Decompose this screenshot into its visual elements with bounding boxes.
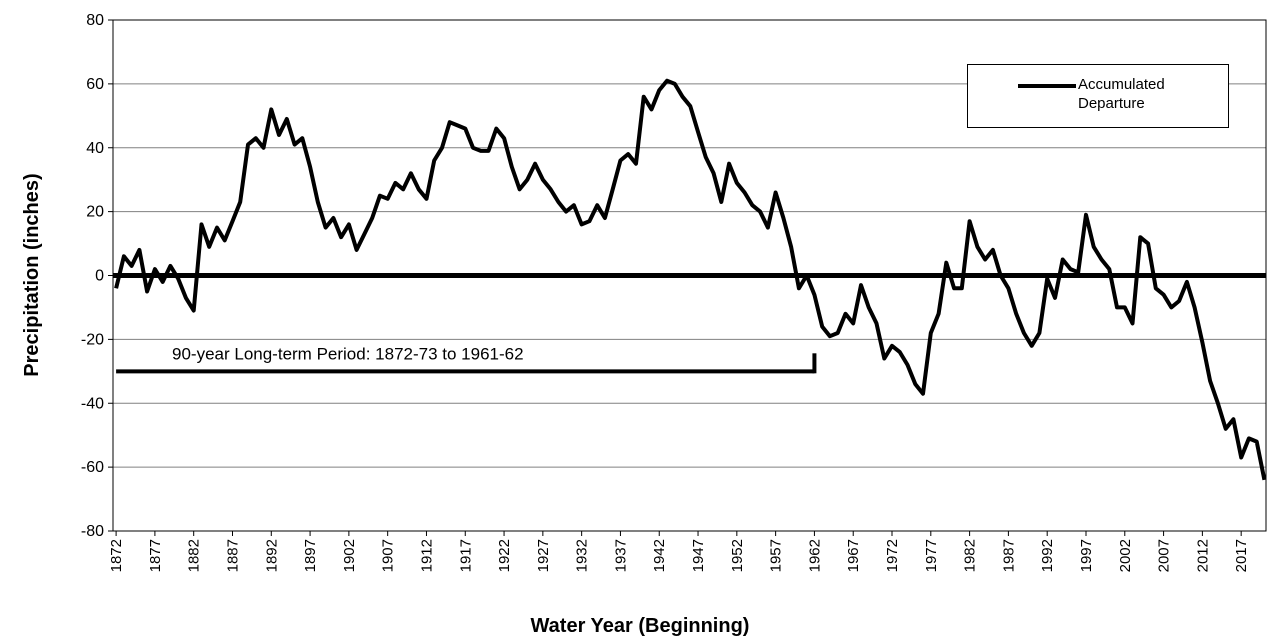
x-tick-label: 1912 (418, 539, 435, 572)
x-tick-label: 1967 (845, 539, 862, 572)
x-tick-label: 1947 (690, 539, 707, 572)
x-tick-label: 1932 (574, 539, 591, 572)
x-tick-label: 1887 (224, 539, 241, 572)
x-tick-label: 1877 (147, 539, 164, 572)
x-tick-label: 1962 (806, 539, 823, 572)
x-tick-label: 1942 (651, 539, 668, 572)
x-tick-label: 1952 (729, 539, 746, 572)
y-tick-label: -60 (81, 459, 104, 476)
y-tick-label: 60 (86, 76, 104, 93)
x-tick-label: 1882 (186, 539, 203, 572)
y-tick-label: 0 (95, 268, 104, 285)
x-tick-label: 1997 (1078, 539, 1095, 572)
x-tick-label: 1927 (535, 539, 552, 572)
x-tick-label: 1907 (380, 539, 397, 572)
x-tick-label: 2017 (1233, 539, 1250, 572)
x-tick-label: 1872 (108, 539, 125, 572)
x-tick-label: 1897 (302, 539, 319, 572)
legend-swatch (1018, 84, 1076, 88)
y-axis-label: Precipitation (inches) (21, 173, 43, 376)
data-line (114, 78, 1267, 481)
x-tick-label: 2002 (1117, 539, 1134, 572)
period-label: 90-year Long-term Period: 1872-73 to 196… (172, 344, 524, 363)
legend-label: Accumulated Departure (1078, 76, 1165, 112)
x-tick-label: 1987 (1000, 539, 1017, 572)
y-tick-label: -80 (81, 523, 104, 540)
x-tick-label: 2007 (1156, 539, 1173, 572)
x-tick-label: 2012 (1194, 539, 1211, 572)
x-tick-label: 1922 (496, 539, 513, 572)
x-tick-label: 1972 (884, 539, 901, 572)
x-tick-label: 1937 (612, 539, 629, 572)
legend: Accumulated Departure (967, 64, 1229, 128)
x-tick-label: 1892 (263, 539, 280, 572)
x-tick-label: 1977 (923, 539, 940, 572)
y-tick-label: 80 (86, 12, 104, 29)
x-axis-label: Water Year (Beginning) (531, 615, 750, 637)
x-tick-label: 1917 (457, 539, 474, 572)
y-tick-label: -20 (81, 331, 104, 348)
y-tick-label: 20 (86, 204, 104, 221)
x-tick-label: 1982 (962, 539, 979, 572)
x-tick-label: 1992 (1039, 539, 1056, 572)
x-tick-label: 1957 (768, 539, 785, 572)
x-tick-label: 1902 (341, 539, 358, 572)
y-tick-label: 40 (86, 140, 104, 157)
y-tick-label: -40 (81, 395, 104, 412)
